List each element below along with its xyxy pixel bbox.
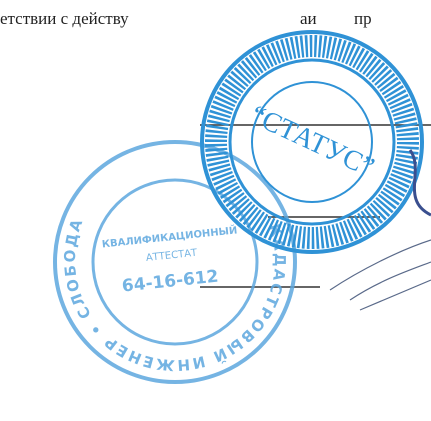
body-text: аи [300,9,317,28]
stamp-text: АТТЕСТАТ [145,248,198,264]
stamp-guilloche [205,35,419,249]
signature-stroke [329,239,431,291]
stamp-ring [200,30,424,254]
stamp-ring [228,58,396,226]
stamp-ring [91,178,259,346]
stamp-ring [53,140,297,384]
signature-stroke [349,261,431,311]
body-text: пр [354,9,372,28]
body-text: етствии с действу [0,9,129,28]
signature-stroke [408,149,431,217]
stamp-ring [251,81,373,203]
signature [329,149,431,311]
